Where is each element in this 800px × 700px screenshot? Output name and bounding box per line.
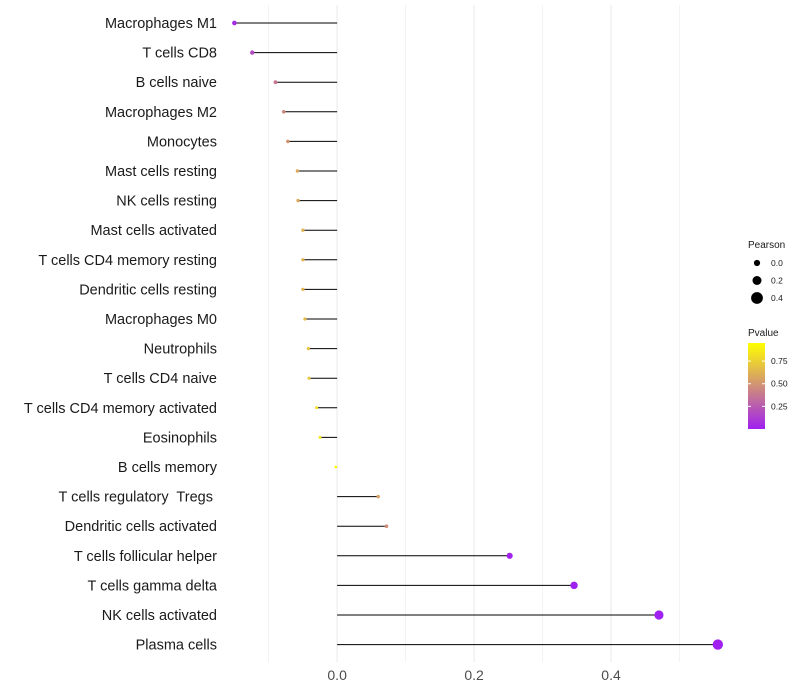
x-tick-label: 0.0 bbox=[327, 667, 347, 683]
stem-layer bbox=[234, 22, 718, 646]
category-label: Macrophages M1 bbox=[105, 16, 217, 32]
lollipop-point bbox=[301, 258, 305, 262]
category-label: T cells CD4 memory activated bbox=[24, 401, 217, 417]
lollipop-point bbox=[712, 639, 724, 650]
category-label: B cells memory bbox=[118, 460, 218, 476]
category-labels: Macrophages M1 T cells CD8 B cells naive Ma… bbox=[24, 16, 218, 654]
lollipop-point bbox=[318, 435, 322, 439]
category-label: Neutrophils bbox=[144, 342, 217, 358]
category-label: T cells CD4 naive bbox=[104, 371, 217, 387]
size-legend-label: 0.4 bbox=[771, 293, 783, 303]
lollipop-point bbox=[376, 494, 380, 499]
color-legend-label: 0.25 bbox=[771, 401, 788, 411]
size-legend-dot bbox=[752, 276, 762, 285]
x-tick-label: 0.4 bbox=[601, 667, 621, 683]
lollipop-point bbox=[334, 465, 338, 469]
lollipop-point bbox=[301, 287, 305, 292]
lollipop-point bbox=[570, 581, 578, 590]
category-label: Monocytes bbox=[147, 134, 217, 150]
lollipop-point bbox=[295, 169, 300, 173]
size-legend-dot bbox=[753, 259, 761, 267]
color-legend-ticks: 0.25 0.50 0.75 bbox=[748, 356, 788, 411]
category-label: Mast cells resting bbox=[105, 164, 217, 180]
size-legend-dot bbox=[751, 292, 763, 304]
x-tick-labels: 0.0 0.2 0.4 bbox=[327, 667, 621, 683]
size-legend-label: 0.2 bbox=[771, 276, 783, 286]
category-label: T cells follicular helper bbox=[74, 549, 217, 565]
size-legend-label: 0.0 bbox=[771, 258, 783, 268]
lollipop-point bbox=[315, 406, 319, 410]
lollipop-point bbox=[281, 109, 286, 114]
category-label: Eosinophils bbox=[143, 430, 217, 446]
color-legend-title: Pvalue bbox=[748, 328, 779, 339]
size-legend-items: 0.0 0.2 0.4 bbox=[751, 258, 783, 304]
point-layer bbox=[232, 20, 724, 650]
category-label: T cells CD4 memory resting bbox=[38, 253, 217, 269]
category-label: Mast cells activated bbox=[90, 223, 217, 239]
lollipop-point bbox=[250, 50, 255, 55]
lollipop-point bbox=[286, 139, 290, 144]
color-legend-label: 0.50 bbox=[771, 379, 788, 389]
category-label: NK cells resting bbox=[116, 194, 217, 210]
category-label: Dendritic cells resting bbox=[79, 282, 217, 298]
grid-layer bbox=[268, 5, 680, 662]
lollipop-point bbox=[296, 198, 300, 203]
category-label: Macrophages M0 bbox=[105, 312, 217, 328]
lollipop-point bbox=[232, 20, 237, 26]
size-legend-title: Pearson bbox=[748, 240, 785, 251]
lollipop-point bbox=[384, 524, 389, 529]
category-label: T cells gamma delta bbox=[88, 578, 218, 594]
legend: Pearson 0.0 0.2 0.4 Pvalue 0.25 0.50 0.75 bbox=[748, 240, 788, 429]
category-label: Dendritic cells activated bbox=[65, 519, 217, 535]
x-tick-label: 0.2 bbox=[464, 667, 484, 683]
color-bar bbox=[748, 343, 765, 429]
lollipop-point bbox=[303, 317, 307, 321]
category-label: NK cells activated bbox=[102, 608, 217, 624]
category-label: B cells naive bbox=[136, 75, 217, 91]
color-legend-label: 0.75 bbox=[771, 356, 788, 366]
lollipop-point bbox=[273, 80, 278, 85]
category-label: Macrophages M2 bbox=[105, 105, 217, 121]
lollipop-point bbox=[301, 228, 305, 232]
lollipop-point bbox=[307, 376, 311, 380]
category-label: Plasma cells bbox=[136, 638, 217, 654]
lollipop-point bbox=[506, 552, 513, 559]
category-label: T cells regulatory Tregs bbox=[59, 490, 218, 506]
lollipop-point bbox=[306, 347, 310, 351]
category-label: T cells CD8 bbox=[142, 46, 217, 62]
lollipop-point bbox=[654, 610, 664, 620]
